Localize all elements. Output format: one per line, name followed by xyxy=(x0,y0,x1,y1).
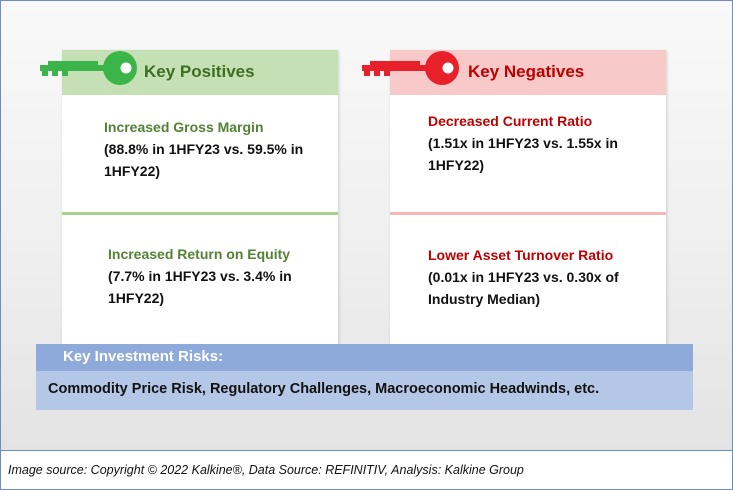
green-key-icon xyxy=(40,51,137,85)
risks-header: Key Investment Risks: xyxy=(36,344,693,371)
negative-item-2-detail: (0.01x in 1HFY23 vs. 0.30x of Industry M… xyxy=(428,269,619,307)
negative-item-1-detail: (1.51x in 1HFY23 vs. 1.55x in 1HFY22) xyxy=(428,135,618,173)
negatives-divider xyxy=(390,212,666,215)
negatives-panel xyxy=(390,50,666,345)
negative-item-1: Decreased Current Ratio (1.51x in 1HFY23… xyxy=(428,110,660,176)
negative-item-1-title: Decreased Current Ratio xyxy=(428,113,593,129)
negative-item-2: Lower Asset Turnover Ratio (0.01x in 1HF… xyxy=(428,244,660,310)
risks-body: Commodity Price Risk, Regulatory Challen… xyxy=(36,371,693,410)
negative-item-2-title: Lower Asset Turnover Ratio xyxy=(428,247,614,263)
footer-divider xyxy=(1,450,732,451)
red-key-icon xyxy=(362,51,459,85)
risks-header-title: Key Investment Risks: xyxy=(63,348,224,365)
positives-header: Key Positives xyxy=(62,50,338,95)
positives-divider xyxy=(62,212,338,215)
positives-header-title: Key Positives xyxy=(144,62,255,81)
positive-item-1: Increased Gross Margin (88.8% in 1HFY23 … xyxy=(104,116,332,182)
negatives-header-title: Key Negatives xyxy=(468,62,585,81)
positives-panel xyxy=(62,50,338,345)
image-source-caption: Image source: Copyright © 2022 Kalkine®,… xyxy=(8,463,524,477)
positive-item-2-detail: (7.7% in 1HFY23 vs. 3.4% in 1HFY22) xyxy=(108,268,292,306)
positive-item-2: Increased Return on Equity (7.7% in 1HFY… xyxy=(108,243,332,309)
positive-item-2-title: Increased Return on Equity xyxy=(108,246,291,262)
risks-body-text: Commodity Price Risk, Regulatory Challen… xyxy=(48,381,600,397)
positive-item-1-title: Increased Gross Margin xyxy=(104,119,264,135)
positive-item-1-detail: (88.8% in 1HFY23 vs. 59.5% in 1HFY22) xyxy=(104,141,304,179)
